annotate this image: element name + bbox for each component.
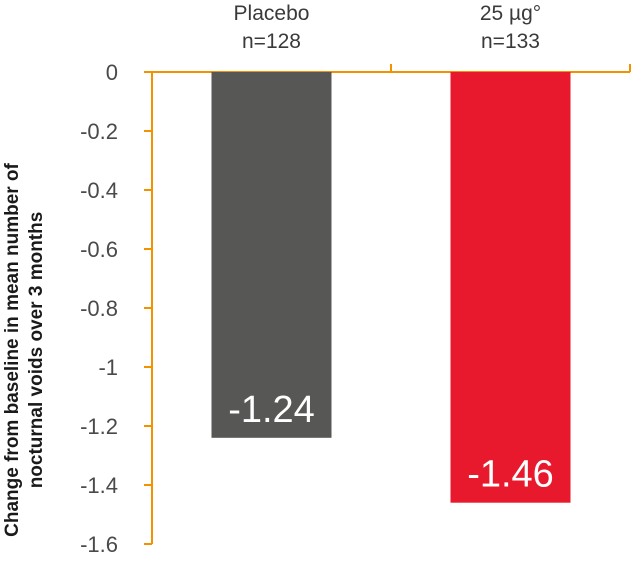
category-sublabel: n=128	[242, 30, 301, 53]
y-tick-label: -1.4	[80, 473, 118, 498]
data-label: -1.24	[228, 389, 315, 431]
y-tick-label: -1	[98, 355, 118, 380]
y-tick-label: -1.2	[80, 414, 118, 439]
y-tick-label: -0.8	[80, 296, 118, 321]
y-tick-label: -0.4	[80, 178, 118, 203]
bars	[211, 72, 571, 503]
y-axis-title: Change from baseline in mean number of n…	[2, 162, 47, 536]
labels: Placebo n=128 -1.24 25 µg° n=133 -1.46	[228, 2, 554, 496]
data-label: -1.46	[467, 454, 554, 496]
bar-0	[211, 72, 332, 438]
category-label: Placebo	[234, 2, 310, 25]
y-tick-label: -0.6	[80, 237, 118, 262]
y-tick-label: -0.2	[80, 119, 118, 144]
axes: 0 -0.2 -0.4 -0.6 -0.8 -1 -1.2 -1.4 -1.6	[80, 60, 631, 557]
bar-1	[450, 72, 571, 503]
y-axis-title-line-1: Change from baseline in mean number of	[2, 162, 23, 536]
y-axis-title-line-2: nocturnal voids over 3 months	[26, 212, 47, 489]
y-tick-label: 0	[106, 60, 118, 85]
y-tick-label: -1.6	[80, 532, 118, 557]
category-sublabel: n=133	[481, 30, 540, 53]
category-label: 25 µg°	[480, 2, 541, 25]
